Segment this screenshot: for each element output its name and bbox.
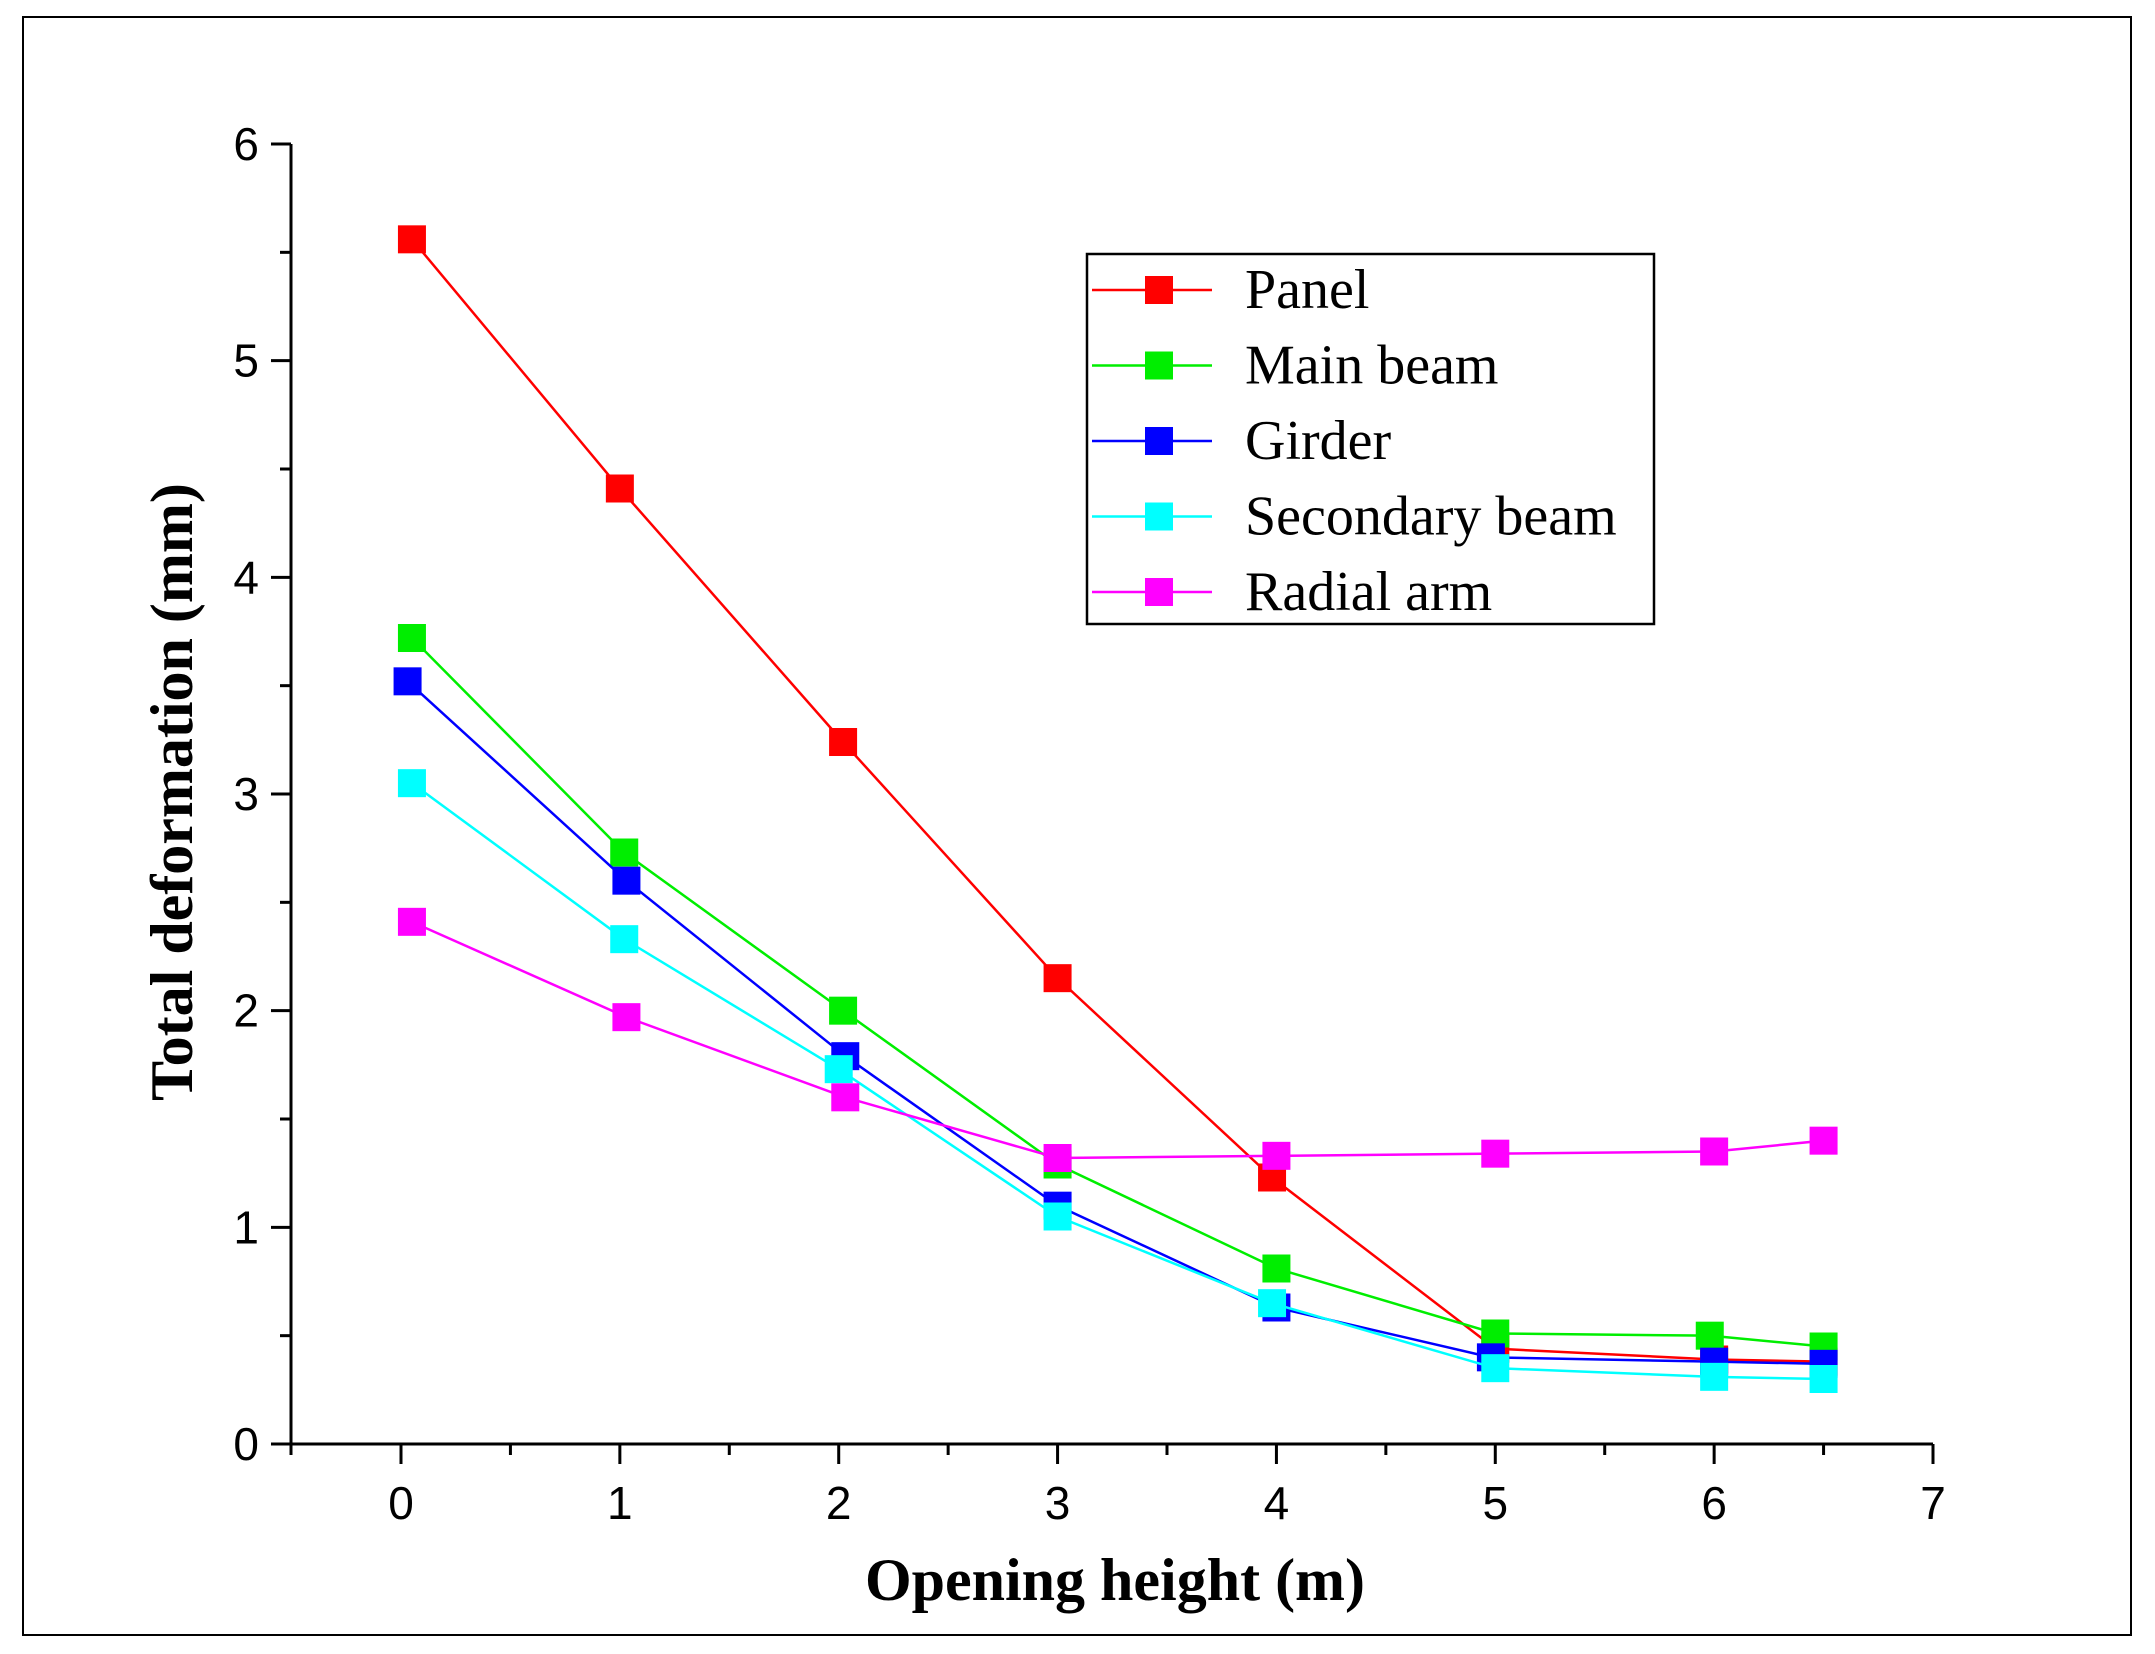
data-point <box>829 996 858 1025</box>
x-tick-label: 7 <box>1920 1477 1946 1529</box>
data-point <box>397 907 426 936</box>
y-tick-label: 3 <box>233 768 259 820</box>
y-axis-title: Total deformation (mm) <box>139 483 205 1101</box>
y-tick-label: 6 <box>233 118 259 170</box>
axes: 0 1 2 3 4 5 6 0 1 2 3 4 5 6 7 <box>233 118 1945 1529</box>
legend-label: Girder <box>1245 410 1392 472</box>
legend-marker <box>1145 578 1173 606</box>
data-point <box>1043 964 1072 993</box>
legend: Panel Main beam Girder Secondary beam Radial… <box>1085 252 1656 626</box>
data-point <box>393 667 422 696</box>
data-point <box>1695 1321 1724 1350</box>
data-point <box>1809 1365 1838 1393</box>
figure-frame <box>22 16 2132 1636</box>
data-point <box>605 474 634 503</box>
y-tick-label: 5 <box>233 335 259 387</box>
data-point <box>610 838 639 867</box>
data-point <box>829 728 858 756</box>
legend-box <box>1085 252 1656 626</box>
legend-label: Panel <box>1245 259 1369 321</box>
data-point <box>610 925 639 954</box>
x-tick-label: 2 <box>826 1477 852 1529</box>
data-point <box>612 1003 641 1032</box>
series-line <box>406 680 1824 1366</box>
data-point <box>1043 1144 1072 1172</box>
x-tick-label: 6 <box>1701 1477 1727 1529</box>
data-point <box>1262 1141 1291 1170</box>
series-layer <box>393 225 1838 1393</box>
legend-marker <box>1145 351 1173 380</box>
legend-entry: Panel <box>1092 259 1369 321</box>
data-point <box>397 769 426 798</box>
data-point <box>397 624 426 652</box>
series-secondary-beam <box>397 769 1838 1393</box>
x-tick-label: 4 <box>1264 1477 1290 1529</box>
legend-entry: Girder <box>1092 410 1392 472</box>
data-point <box>1700 1362 1729 1391</box>
data-point <box>1258 1289 1287 1318</box>
x-tick-label: 1 <box>607 1477 633 1529</box>
x-tick-label: 0 <box>388 1477 414 1529</box>
data-point <box>1809 1126 1838 1155</box>
legend-label: Main beam <box>1245 335 1498 397</box>
legend-entry: Main beam <box>1092 335 1498 397</box>
data-point <box>612 866 641 895</box>
series-line <box>410 238 1824 1363</box>
data-point <box>397 225 426 254</box>
data-point <box>1481 1354 1510 1383</box>
data-point <box>1481 1319 1510 1348</box>
legend-marker <box>1145 276 1173 304</box>
x-tick-label: 5 <box>1482 1477 1508 1529</box>
series-line <box>411 782 1824 1381</box>
legend-label: Radial arm <box>1245 561 1492 623</box>
y-tick-label: 2 <box>233 985 259 1037</box>
series-line <box>411 920 1824 1160</box>
legend-marker <box>1145 427 1173 455</box>
data-point <box>1262 1254 1291 1283</box>
series-line <box>411 637 1824 1348</box>
data-point <box>1043 1202 1072 1231</box>
data-point <box>831 1083 860 1112</box>
y-tick-label: 0 <box>233 1418 259 1470</box>
series-radial-arm <box>397 907 1838 1172</box>
y-tick-label: 1 <box>233 1201 259 1253</box>
data-point <box>1481 1139 1510 1168</box>
data-point <box>824 1055 853 1084</box>
series-main-beam <box>397 624 1838 1361</box>
x-axis-title: Opening height (m) <box>865 1547 1365 1613</box>
legend-entry: Secondary beam <box>1092 486 1617 548</box>
x-tick-label: 3 <box>1045 1477 1071 1529</box>
series-girder <box>393 667 1838 1378</box>
legend-marker <box>1145 502 1173 531</box>
y-tick-label: 4 <box>233 551 259 603</box>
legend-label: Secondary beam <box>1245 486 1617 548</box>
data-point <box>1700 1137 1729 1166</box>
legend-entry: Radial arm <box>1092 561 1492 623</box>
